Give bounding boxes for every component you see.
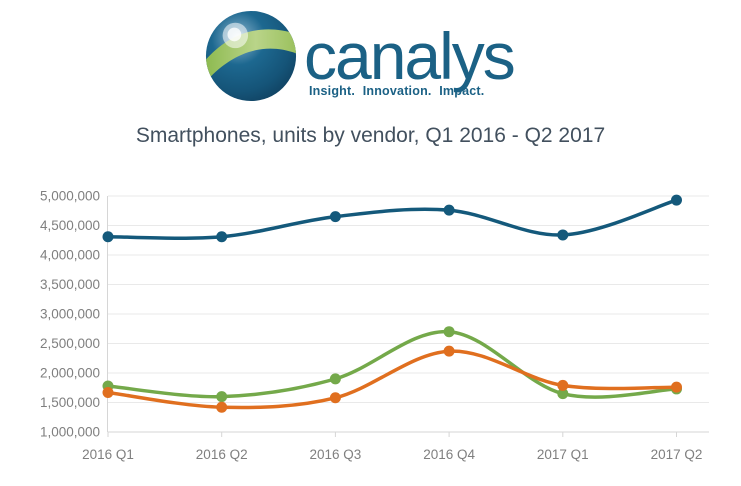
data-point-green [329,373,341,385]
series-line-blue [106,198,679,240]
data-point-orange [671,381,682,393]
y-axis-label: 1,000,000 [40,425,100,440]
y-axis-label: 2,000,000 [40,366,100,381]
brand-tagline: Insight. Innovation. Impact. [309,84,485,98]
canalys-logo: canalys Insight. Innovation. Impact. [204,6,564,108]
data-point-green [216,391,228,403]
x-axis-label: 2016 Q1 [82,447,134,462]
y-axis-label: 2,500,000 [40,336,100,351]
y-axis-label: 5,000,000 [40,189,100,204]
data-point-blue [671,194,682,206]
data-point-green [557,388,569,400]
globe-icon [205,10,297,102]
line-chart: 5,000,000 4,500,000 4,000,000 3,500,000 3,00… [40,189,709,462]
y-axis-label: 3,000,000 [40,307,100,322]
y-axis-label: 3,500,000 [40,277,100,292]
brand-wordmark: canalys [304,19,516,93]
data-point-orange [216,401,228,413]
series-line-green [106,329,679,399]
data-point-blue [557,229,569,241]
series-line-orange [106,349,679,410]
data-point-green [443,326,455,338]
x-axis-label: 2016 Q3 [310,447,362,462]
data-point-blue [102,231,114,243]
chart-title: Smartphones, units by vendor, Q1 2016 - … [135,124,606,147]
data-point-blue [443,204,455,216]
data-point-orange [443,345,455,357]
y-axis-label: 1,500,000 [40,395,100,410]
y-axis-label: 4,000,000 [40,248,100,263]
x-axis-label: 2016 Q2 [196,447,248,462]
x-axis-label: 2016 Q4 [423,447,475,462]
data-point-orange [557,379,569,391]
data-point-blue [329,211,341,223]
x-axis-label: 2017 Q2 [651,447,703,462]
x-axis-label: 2017 Q1 [537,447,589,462]
data-point-blue [216,231,228,243]
y-axis-label: 4,500,000 [40,218,100,233]
data-point-orange [329,392,341,404]
data-point-orange [102,386,114,398]
